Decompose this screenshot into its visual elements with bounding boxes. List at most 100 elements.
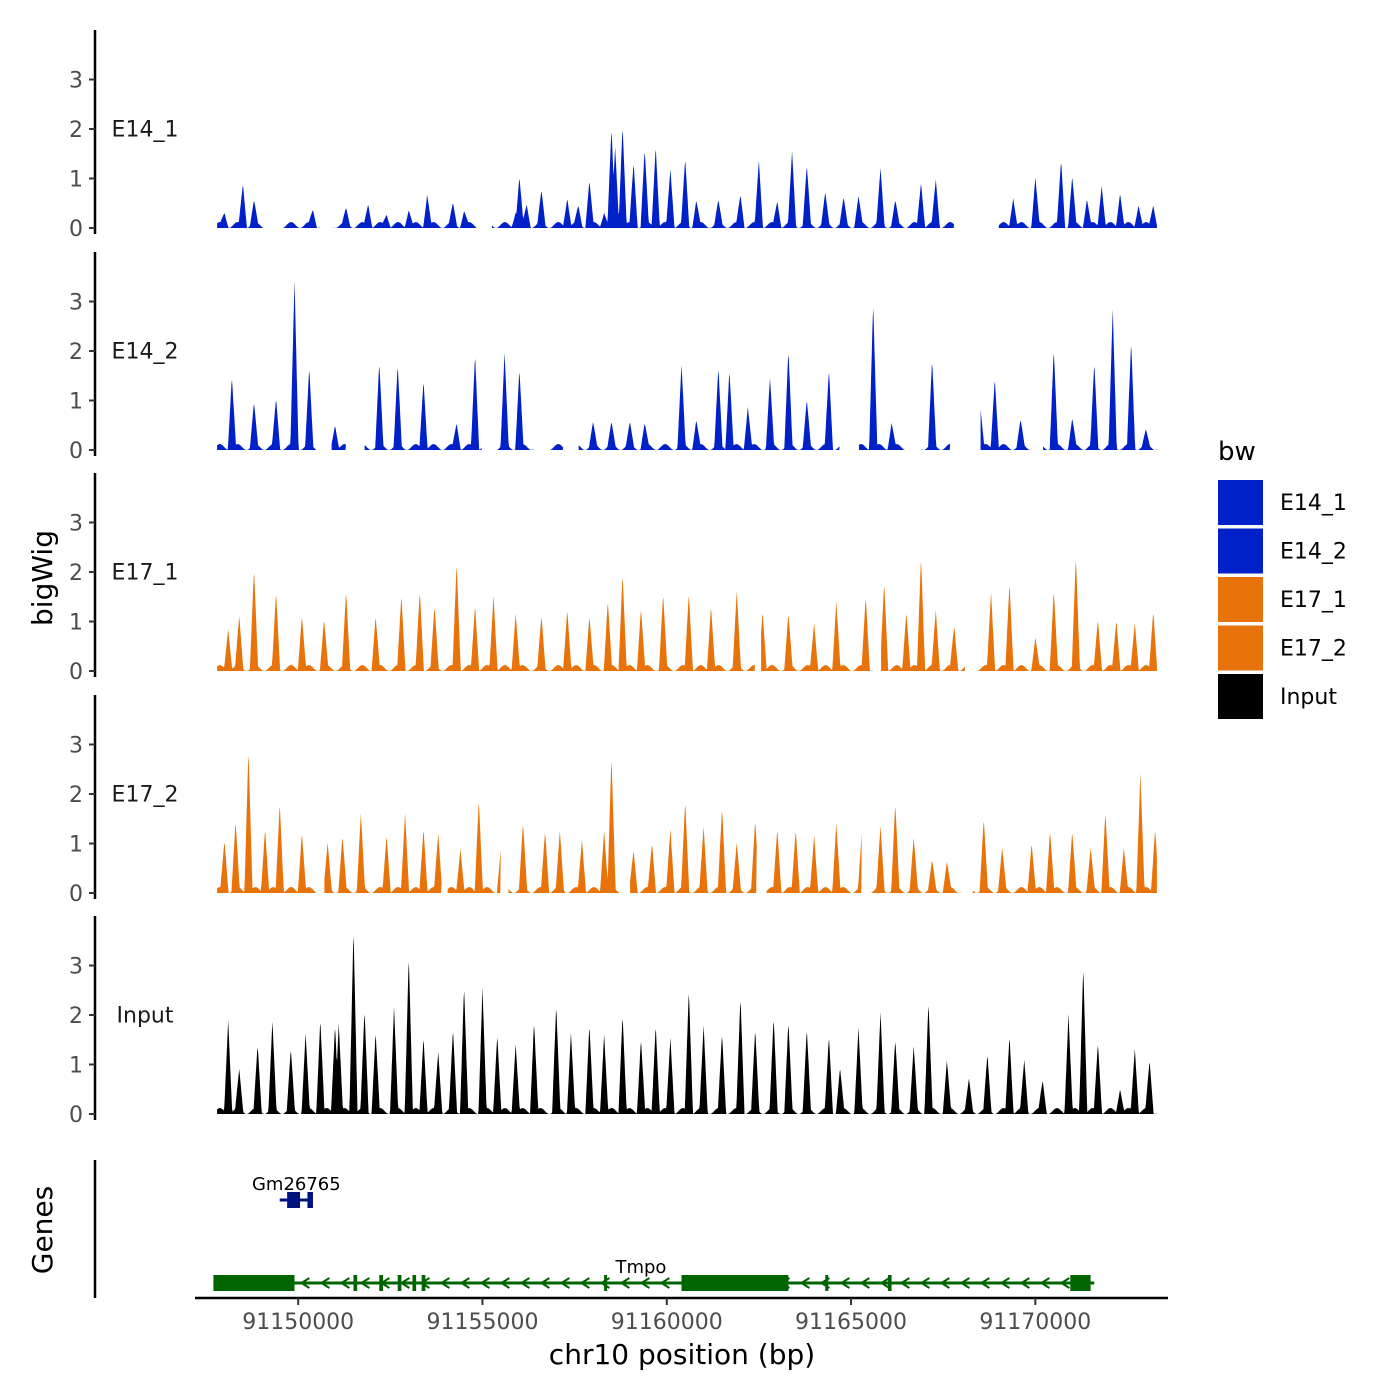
strand-chevron (839, 1277, 850, 1289)
strand-chevron (939, 1277, 950, 1289)
exon (887, 1275, 892, 1291)
strand-chevron (519, 1277, 530, 1289)
track-area-Input (217, 936, 1157, 1114)
gene-Tmpo: Tmpo (213, 1257, 1095, 1291)
strand-chevron (919, 1277, 930, 1289)
exon (213, 1275, 295, 1291)
y-tick-label: 0 (69, 660, 83, 685)
strand-chevron (579, 1277, 590, 1289)
x-tick-label: 91155000 (426, 1310, 538, 1335)
legend-label-E14_1: E14_1 (1280, 491, 1347, 516)
strand-chevron (539, 1277, 550, 1289)
strand-chevron (619, 1277, 630, 1289)
track-E17_2: 0 1 2 3 E17_2 (69, 695, 1157, 907)
legend-swatch-Input (1218, 674, 1263, 719)
gene-Gm26765: Gm26765 (252, 1174, 341, 1208)
genes-axis-title: Genes (26, 1186, 59, 1274)
y-tick-label: 1 (69, 833, 83, 858)
strand-chevron (899, 1277, 910, 1289)
legend-title: bw (1218, 437, 1256, 467)
track-label: E14_2 (112, 339, 179, 364)
strand-chevron (859, 1277, 870, 1289)
track-area-E14_2 (217, 280, 1157, 450)
strand-chevron (559, 1277, 570, 1289)
y-tick-label: 2 (69, 561, 83, 586)
strand-chevron (639, 1277, 650, 1289)
strand-chevron (479, 1277, 490, 1289)
track-Input: 0 1 2 3 Input (69, 916, 1157, 1128)
strand-chevron (659, 1277, 670, 1289)
track-label: E14_1 (112, 117, 179, 142)
strand-chevron (319, 1277, 330, 1289)
track-E17_1: 0 1 2 3 E17_1 (69, 473, 1157, 685)
legend-swatch-E14_2 (1218, 528, 1263, 574)
legend-swatch-E14_1 (1218, 480, 1263, 525)
legend: bw E14_1 E14_2 E17_1 E17_2 Input (1218, 437, 1347, 719)
gene-label: Tmpo (614, 1257, 666, 1278)
strand-chevron (799, 1277, 810, 1289)
legend-label-E17_1: E17_1 (1280, 588, 1347, 613)
x-axis: 91150000 91155000 91160000 91165000 91170000 (195, 1296, 1168, 1335)
strand-chevron (979, 1277, 990, 1289)
exon (397, 1275, 402, 1291)
y-tick-label: 3 (69, 734, 83, 759)
track-label: E17_1 (112, 560, 179, 585)
legend-swatch-E17_1 (1218, 577, 1263, 622)
y-tick-label: 3 (69, 69, 83, 94)
strand-chevron (999, 1277, 1010, 1289)
x-tick-label: 91170000 (979, 1310, 1091, 1335)
strand-chevron (399, 1277, 410, 1289)
strand-chevron (459, 1277, 470, 1289)
strand-chevron (1059, 1277, 1070, 1289)
gene-track: Gm26765 Tmpo (93, 1160, 1095, 1298)
y-tick-label: 2 (69, 340, 83, 365)
track-area-E17_1 (217, 561, 1157, 671)
exon (604, 1275, 608, 1291)
strand-chevron (1019, 1277, 1030, 1289)
exon (353, 1275, 358, 1291)
exon (825, 1275, 829, 1291)
y-tick-label: 0 (69, 439, 83, 464)
strand-chevron (499, 1277, 510, 1289)
legend-label-E17_2: E17_2 (1280, 637, 1347, 662)
exon (412, 1275, 417, 1291)
strand-chevron (1039, 1277, 1050, 1289)
y-tick-label: 3 (69, 955, 83, 980)
track-E14_1: 0 1 2 3 E14_1 (69, 30, 1157, 242)
strand-chevron (419, 1277, 430, 1289)
exon (1070, 1275, 1091, 1291)
x-tick-label: 91165000 (795, 1310, 907, 1335)
legend-swatch-E17_2 (1218, 625, 1263, 671)
track-area-E14_1 (217, 130, 1157, 228)
y-axis-title: bigWig (26, 530, 59, 626)
track-label: Input (117, 1003, 174, 1028)
y-tick-label: 0 (69, 217, 83, 242)
exon (421, 1275, 426, 1291)
y-tick-label: 2 (69, 783, 83, 808)
x-tick-label: 91160000 (611, 1310, 723, 1335)
bigwig-tracks: 0 1 2 3 E14_1 0 1 2 3 E14_2 0 1 2 3 E17_1 0 1 2 3 E17_2 0 1 2 3… (69, 30, 1157, 1128)
track-label: E17_2 (112, 782, 179, 807)
y-tick-label: 1 (69, 390, 83, 415)
x-tick-label: 91150000 (242, 1310, 354, 1335)
track-E14_2: 0 1 2 3 E14_2 (69, 252, 1157, 464)
exon (287, 1192, 301, 1208)
strand-chevron (959, 1277, 970, 1289)
strand-chevron (879, 1277, 890, 1289)
strand-chevron (439, 1277, 450, 1289)
y-tick-label: 1 (69, 168, 83, 193)
y-tick-label: 1 (69, 611, 83, 636)
exon (379, 1275, 383, 1291)
exon (681, 1275, 789, 1291)
x-axis-title: chr10 position (bp) (549, 1338, 815, 1371)
y-tick-label: 0 (69, 882, 83, 907)
y-tick-label: 1 (69, 1054, 83, 1079)
y-tick-label: 2 (69, 118, 83, 143)
strand-chevron (359, 1277, 370, 1289)
legend-label-Input: Input (1280, 685, 1337, 710)
strand-chevron (339, 1277, 350, 1289)
gene-label: Gm26765 (252, 1174, 341, 1195)
y-tick-label: 0 (69, 1103, 83, 1128)
exon (307, 1192, 313, 1208)
